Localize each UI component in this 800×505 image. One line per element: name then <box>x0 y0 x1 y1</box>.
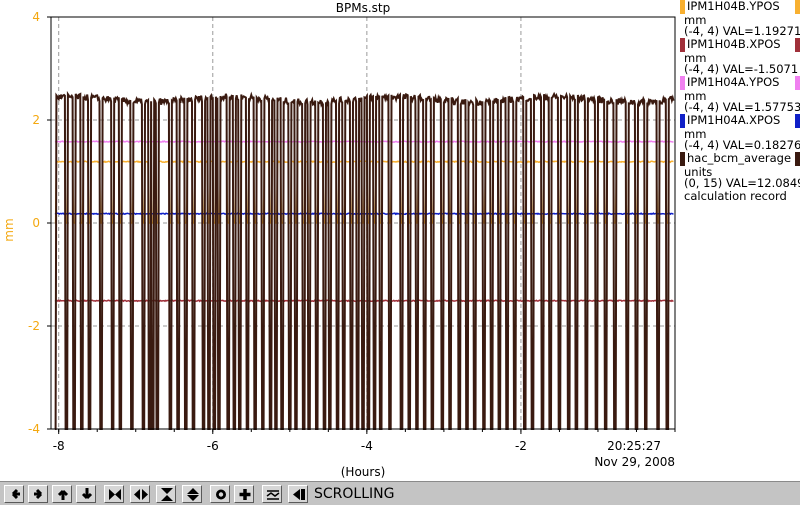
y-tick-label: 2 <box>32 113 40 127</box>
scroll-right-button[interactable] <box>28 485 48 503</box>
legend-units: mm <box>684 51 707 65</box>
legend-series-name: IPM1H04B.YPOS <box>680 0 800 14</box>
autoscale-icon <box>266 490 280 500</box>
scroll-status: SCROLLING <box>314 486 395 502</box>
reset-button[interactable] <box>210 485 230 503</box>
y-tick-label: -4 <box>28 422 40 436</box>
x-tick-label: -4 <box>361 439 373 453</box>
arrow-right-icon <box>34 488 43 500</box>
time-stamp: 20:25:27 <box>607 439 661 453</box>
autoscale-button[interactable] <box>262 485 282 503</box>
legend-units: mm <box>684 127 707 141</box>
y-axis-label: mm <box>2 218 16 241</box>
legend-range-value: (-4, 4) VAL=1.19271 <box>684 24 800 38</box>
zoom-out-x-icon <box>134 489 148 500</box>
x-axis-label: (Hours) <box>341 465 386 479</box>
legend-note: calculation record <box>684 189 787 203</box>
toolbar: SCROLLING <box>0 481 800 505</box>
x-axis-ticks: -8 -6 -4 -2 <box>53 429 676 453</box>
arrow-left-icon <box>11 488 20 500</box>
arrow-up-icon <box>57 489 69 500</box>
y-tick-label: -2 <box>28 319 40 333</box>
legend-units: mm <box>684 89 707 103</box>
arrow-down-icon <box>81 488 93 500</box>
plus-icon <box>239 489 251 500</box>
scroll-up-button[interactable] <box>52 485 72 503</box>
zoom-out-y-icon <box>187 488 199 501</box>
legend-series-name: IPM1H04A.YPOS <box>680 76 800 90</box>
date-stamp: Nov 29, 2008 <box>594 455 675 469</box>
legend-range-value: (-4, 4) VAL=-1.5071 <box>684 62 799 76</box>
legend-range-value: (-4, 4) VAL=1.57753 <box>684 100 800 114</box>
y-axis-ticks: -4 -2 0 2 4 <box>28 10 51 436</box>
strip-chart[interactable]: -4 -2 0 2 4 -8 -6 -4 -2 BPMs.stp mm (Hours) 20:… <box>0 0 800 481</box>
legend-series-name: IPM1H04A.XPOS <box>680 114 800 128</box>
x-tick-label: -6 <box>207 439 219 453</box>
legend-units: mm <box>684 13 707 27</box>
zoom-in-x-button[interactable] <box>104 485 124 503</box>
scroll-left-button[interactable] <box>4 485 24 503</box>
x-tick-label: -2 <box>515 439 527 453</box>
scroll-down-button[interactable] <box>76 485 96 503</box>
reset-icon <box>216 489 226 500</box>
legend-series-name: hac_bcm_average <box>680 152 800 166</box>
legend-range-value: (-4, 4) VAL=0.18276 <box>684 138 800 152</box>
zoom-out-y-button[interactable] <box>182 485 202 503</box>
legend-units: units <box>684 165 713 179</box>
add-button[interactable] <box>234 485 254 503</box>
legend: IPM1H04B.YPOS mm (-4, 4) VAL=1.19271 IPM1H0… <box>678 0 800 210</box>
y-tick-label: 4 <box>32 10 40 24</box>
chart-title: BPMs.stp <box>336 1 390 15</box>
y-tick-label: 0 <box>32 216 40 230</box>
x-tick-label: -8 <box>53 439 65 453</box>
zoom-in-y-icon <box>161 488 173 501</box>
legend-series-name: IPM1H04B.XPOS <box>680 38 800 52</box>
zoom-in-y-button[interactable] <box>156 485 176 503</box>
zoom-out-x-button[interactable] <box>130 485 150 503</box>
legend-range-value: (0, 15) VAL=12.0849 <box>684 176 800 190</box>
zoom-in-x-icon <box>109 489 121 500</box>
pause-button[interactable] <box>288 485 308 503</box>
pause-icon <box>293 489 305 500</box>
